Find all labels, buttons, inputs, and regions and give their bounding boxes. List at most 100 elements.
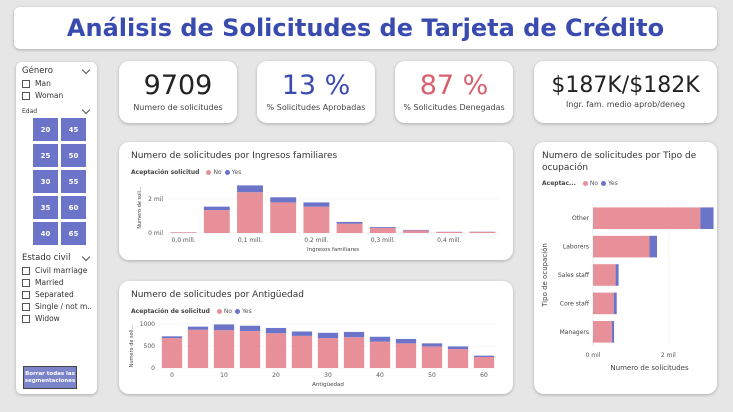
income-chart-card: Numero de solicitudes por Ingresos famil…	[119, 142, 513, 260]
bar-yes	[303, 202, 330, 207]
checkbox-label: Widow	[35, 314, 60, 323]
kpi-card-income: $187K/$182K Ingr. fam. medio aprob/deneg	[534, 61, 717, 123]
bar-no	[170, 232, 197, 233]
bar-yes	[700, 207, 714, 229]
y-tick-label: 0 mil	[148, 230, 163, 237]
chevron-down-icon[interactable]	[81, 105, 91, 115]
bar-no	[265, 333, 287, 368]
legend-yes-label: Yes	[608, 180, 618, 187]
x-tick-label: 0,2 mill.	[304, 237, 328, 244]
slicer-estado-civil-header[interactable]: Estado civil	[22, 252, 91, 263]
bar-yes	[265, 327, 287, 334]
age-button-55[interactable]: 55	[61, 170, 86, 193]
legend-yes-label: Yes	[242, 308, 252, 315]
checkbox-icon[interactable]	[22, 314, 30, 323]
x-tick-label: 0,0 mill.	[171, 237, 195, 244]
checkbox-married[interactable]: Married	[22, 278, 91, 287]
x-tick-label: 0	[170, 372, 174, 379]
checkbox-label: Civil marriage	[35, 266, 88, 275]
slicer-panel: Género Man Woman Edad 20 45 25 50 30 55 …	[16, 62, 97, 394]
slicer-edad-header[interactable]: Edad	[22, 105, 91, 115]
kpi-value-income: $187K/$182K	[551, 73, 700, 98]
ocupacion-chart-legend: Aceptac... No Yes	[542, 180, 618, 187]
x-tick-label: 60	[480, 372, 488, 379]
slicer-edad-label: Edad	[22, 108, 38, 115]
legend-yes-label: Yes	[231, 169, 242, 176]
y-tick-label: Laborers	[563, 244, 589, 251]
legend-yes-dot-icon	[235, 309, 241, 314]
checkbox-civil-marriage[interactable]: Civil marriage	[22, 266, 91, 275]
antiguedad-chart-card: Numero de solicitudes por Antigüedad Ace…	[119, 281, 513, 394]
chevron-down-icon[interactable]	[81, 65, 91, 74]
x-tick-label: 0,4 mill.	[437, 237, 461, 244]
age-button-45[interactable]: 45	[61, 118, 86, 141]
x-tick-label: 0 mil	[586, 352, 601, 359]
bar-no	[403, 230, 429, 233]
y-tick-label: 0	[151, 365, 155, 372]
checkbox-icon[interactable]	[22, 290, 30, 299]
bar-yes	[395, 338, 417, 344]
bar-yes	[317, 332, 339, 339]
income-chart-legend: Aceptación solicitud No Yes	[131, 169, 241, 176]
age-button-65[interactable]: 65	[61, 222, 86, 245]
ocupacion-chart-svg: Other Laborers Sales staff Core staff Manage…	[541, 204, 714, 372]
page-title: Análisis de Solicitudes de Tarjeta de Cr…	[66, 14, 665, 42]
bar-no	[593, 292, 614, 315]
bar-no	[239, 331, 261, 368]
checkbox-icon[interactable]	[22, 302, 30, 311]
checkbox-man[interactable]: Man	[22, 79, 91, 88]
bar-yes	[613, 292, 617, 315]
bar-yes	[369, 336, 391, 342]
bar-no	[203, 210, 230, 233]
checkbox-single[interactable]: Single / not m...	[22, 302, 91, 311]
age-button-60[interactable]: 60	[61, 196, 86, 219]
bar-yes	[237, 185, 263, 193]
bar-no	[436, 231, 463, 233]
y-tick-label: Sales staff	[558, 272, 590, 279]
x-tick-label: 10	[220, 372, 228, 379]
age-button-20[interactable]: 20	[33, 118, 58, 141]
bar-yes	[615, 264, 619, 286]
legend-no-label: No	[213, 169, 222, 176]
legend-title: Aceptación de solicitud	[131, 308, 210, 315]
checkbox-separated[interactable]: Separated	[22, 290, 91, 299]
bar-no	[469, 231, 496, 233]
age-button-50[interactable]: 50	[61, 144, 86, 167]
bar-yes	[239, 325, 261, 332]
slicer-genero-header[interactable]: Género	[22, 65, 91, 76]
bar-no	[369, 341, 391, 368]
age-button-30[interactable]: 30	[33, 170, 58, 193]
y-axis-label: Numero de soli...	[129, 324, 135, 367]
bar-yes	[203, 206, 230, 211]
bar-no	[447, 349, 469, 368]
reset-slicers-button[interactable]: Borrar todas las segmentaciones	[23, 366, 77, 389]
checkbox-icon[interactable]	[22, 266, 30, 275]
antiguedad-chart-svg: 0 500 1000 0 10 20 30 40 50 60 Antigüedad Numero de…	[129, 321, 497, 388]
age-button-25[interactable]: 25	[33, 144, 58, 167]
age-button-40[interactable]: 40	[33, 222, 58, 245]
checkbox-icon[interactable]	[22, 278, 30, 287]
bar-no	[593, 235, 650, 258]
bar-yes	[213, 324, 235, 331]
bar-no	[237, 192, 263, 233]
x-tick-label: 20	[272, 372, 280, 379]
checkbox-icon[interactable]	[22, 79, 30, 88]
kpi-value-approved: 13 %	[281, 70, 351, 101]
checkbox-label: Married	[35, 278, 64, 287]
checkbox-icon[interactable]	[22, 91, 30, 100]
checkbox-widow[interactable]: Widow	[22, 314, 91, 323]
kpi-label-denied: % Solicitudes Denegadas	[403, 102, 505, 112]
age-button-35[interactable]: 35	[33, 196, 58, 219]
bar-yes	[611, 321, 615, 343]
chevron-down-icon[interactable]	[81, 252, 91, 261]
bar-yes	[291, 331, 313, 336]
checkbox-woman[interactable]: Woman	[22, 91, 91, 100]
bar-no	[593, 264, 616, 286]
checkbox-label: Woman	[35, 91, 64, 100]
y-tick-label: Managers	[560, 329, 589, 336]
y-tick-label: 1000	[140, 321, 155, 328]
y-tick-label: Other	[572, 215, 590, 222]
bar-no	[187, 329, 209, 368]
antiguedad-chart-legend: Aceptación de solicitud No Yes	[131, 308, 252, 315]
x-axis-label: Numero de solicitudes	[610, 364, 689, 372]
